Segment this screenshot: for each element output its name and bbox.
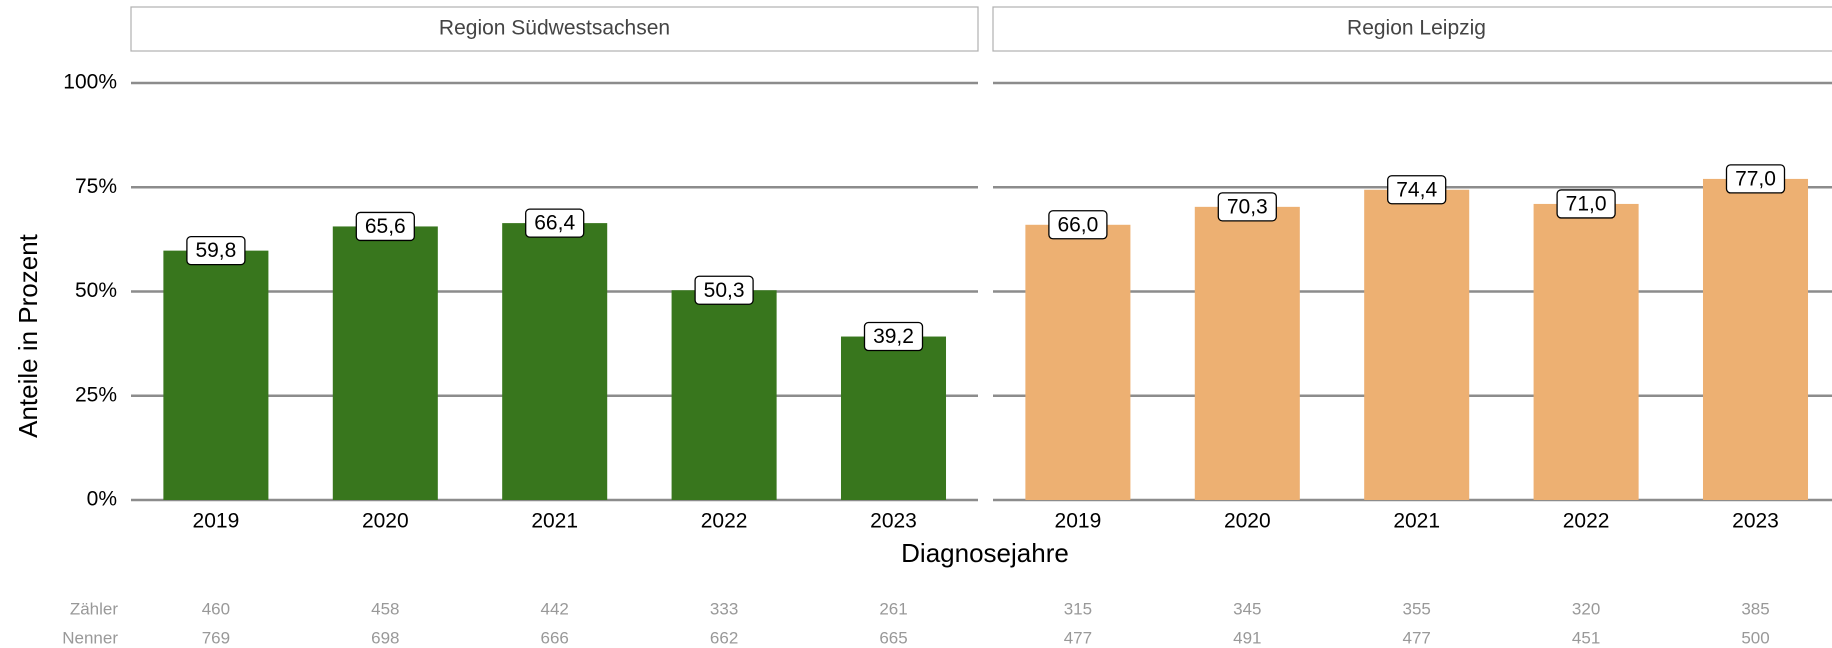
numerator: 460 <box>202 599 230 618</box>
bar <box>332 226 438 500</box>
panel-title: Region Südwestsachsen <box>439 17 670 40</box>
panel-title: Region Leipzig <box>1347 17 1486 40</box>
strip <box>130 6 979 52</box>
value-label: 59,8 <box>195 239 236 262</box>
value-label: 71,0 <box>1566 192 1607 215</box>
denominator: 491 <box>1233 628 1261 647</box>
value-label: 66,0 <box>1057 213 1098 236</box>
x-tick-label: 2023 <box>1732 510 1779 533</box>
value-label-box <box>186 235 246 266</box>
x-tick-label: 2022 <box>1563 510 1610 533</box>
value-label-box <box>694 275 754 305</box>
x-tick-label: 2023 <box>870 510 917 533</box>
denominator: 662 <box>710 628 738 647</box>
x-tick-label: 2020 <box>362 510 409 533</box>
denominator: 666 <box>541 628 569 647</box>
value-label-box <box>1048 210 1108 240</box>
value-label-box <box>1387 175 1447 205</box>
numerator: 315 <box>1064 599 1092 618</box>
numerator: 345 <box>1233 599 1261 618</box>
denominator: 451 <box>1572 628 1600 647</box>
bar <box>1025 224 1131 500</box>
y-tick-label: 75% <box>75 175 117 198</box>
y-tick-label: 0% <box>87 488 117 511</box>
bar <box>840 336 947 500</box>
bar <box>1533 203 1639 500</box>
bar <box>1194 206 1300 500</box>
strip <box>992 6 1832 52</box>
denominator: 477 <box>1064 628 1092 647</box>
denominator: 477 <box>1403 628 1431 647</box>
row-label: Zähler <box>70 599 119 618</box>
y-tick-label: 50% <box>75 279 117 302</box>
value-label-box <box>863 321 924 352</box>
denominator: 769 <box>202 628 230 647</box>
denominator: 500 <box>1741 628 1769 647</box>
numerator: 261 <box>879 599 907 618</box>
value-label: 74,4 <box>1396 178 1437 201</box>
value-label: 50,3 <box>704 279 745 302</box>
value-label: 66,4 <box>534 212 575 235</box>
numerator: 333 <box>710 599 738 618</box>
bar <box>1364 189 1470 500</box>
numerator: 385 <box>1741 599 1769 618</box>
numerator: 442 <box>541 599 569 618</box>
bar <box>1702 178 1809 500</box>
numerator: 320 <box>1572 599 1600 618</box>
value-label-box <box>355 211 415 242</box>
row-label: Nenner <box>62 628 118 647</box>
denominator: 698 <box>371 628 399 647</box>
x-tick-label: 2019 <box>1055 510 1102 533</box>
x-tick-label: 2022 <box>701 510 748 533</box>
numerator: 355 <box>1403 599 1431 618</box>
x-tick-label: 2021 <box>1393 510 1440 533</box>
y-tick-label: 25% <box>75 383 117 406</box>
y-tick-label: 100% <box>63 71 117 94</box>
value-label: 39,2 <box>873 325 914 348</box>
value-label-box <box>1725 164 1786 194</box>
bar <box>502 223 608 500</box>
y-axis-title: Anteile in Prozent <box>13 233 43 438</box>
x-tick-label: 2019 <box>193 510 240 533</box>
value-label-box <box>1556 189 1616 219</box>
numerator: 458 <box>371 599 399 618</box>
bar <box>671 290 777 500</box>
value-label: 65,6 <box>365 215 406 238</box>
bar <box>163 250 269 500</box>
x-tick-label: 2021 <box>531 510 578 533</box>
x-axis-title: Diagnosejahre <box>901 538 1069 568</box>
value-label: 70,3 <box>1227 195 1268 218</box>
value-label: 77,0 <box>1735 167 1776 190</box>
value-label-box <box>1217 192 1277 222</box>
x-tick-label: 2020 <box>1224 510 1271 533</box>
value-label-box <box>525 208 585 238</box>
denominator: 665 <box>879 628 907 647</box>
